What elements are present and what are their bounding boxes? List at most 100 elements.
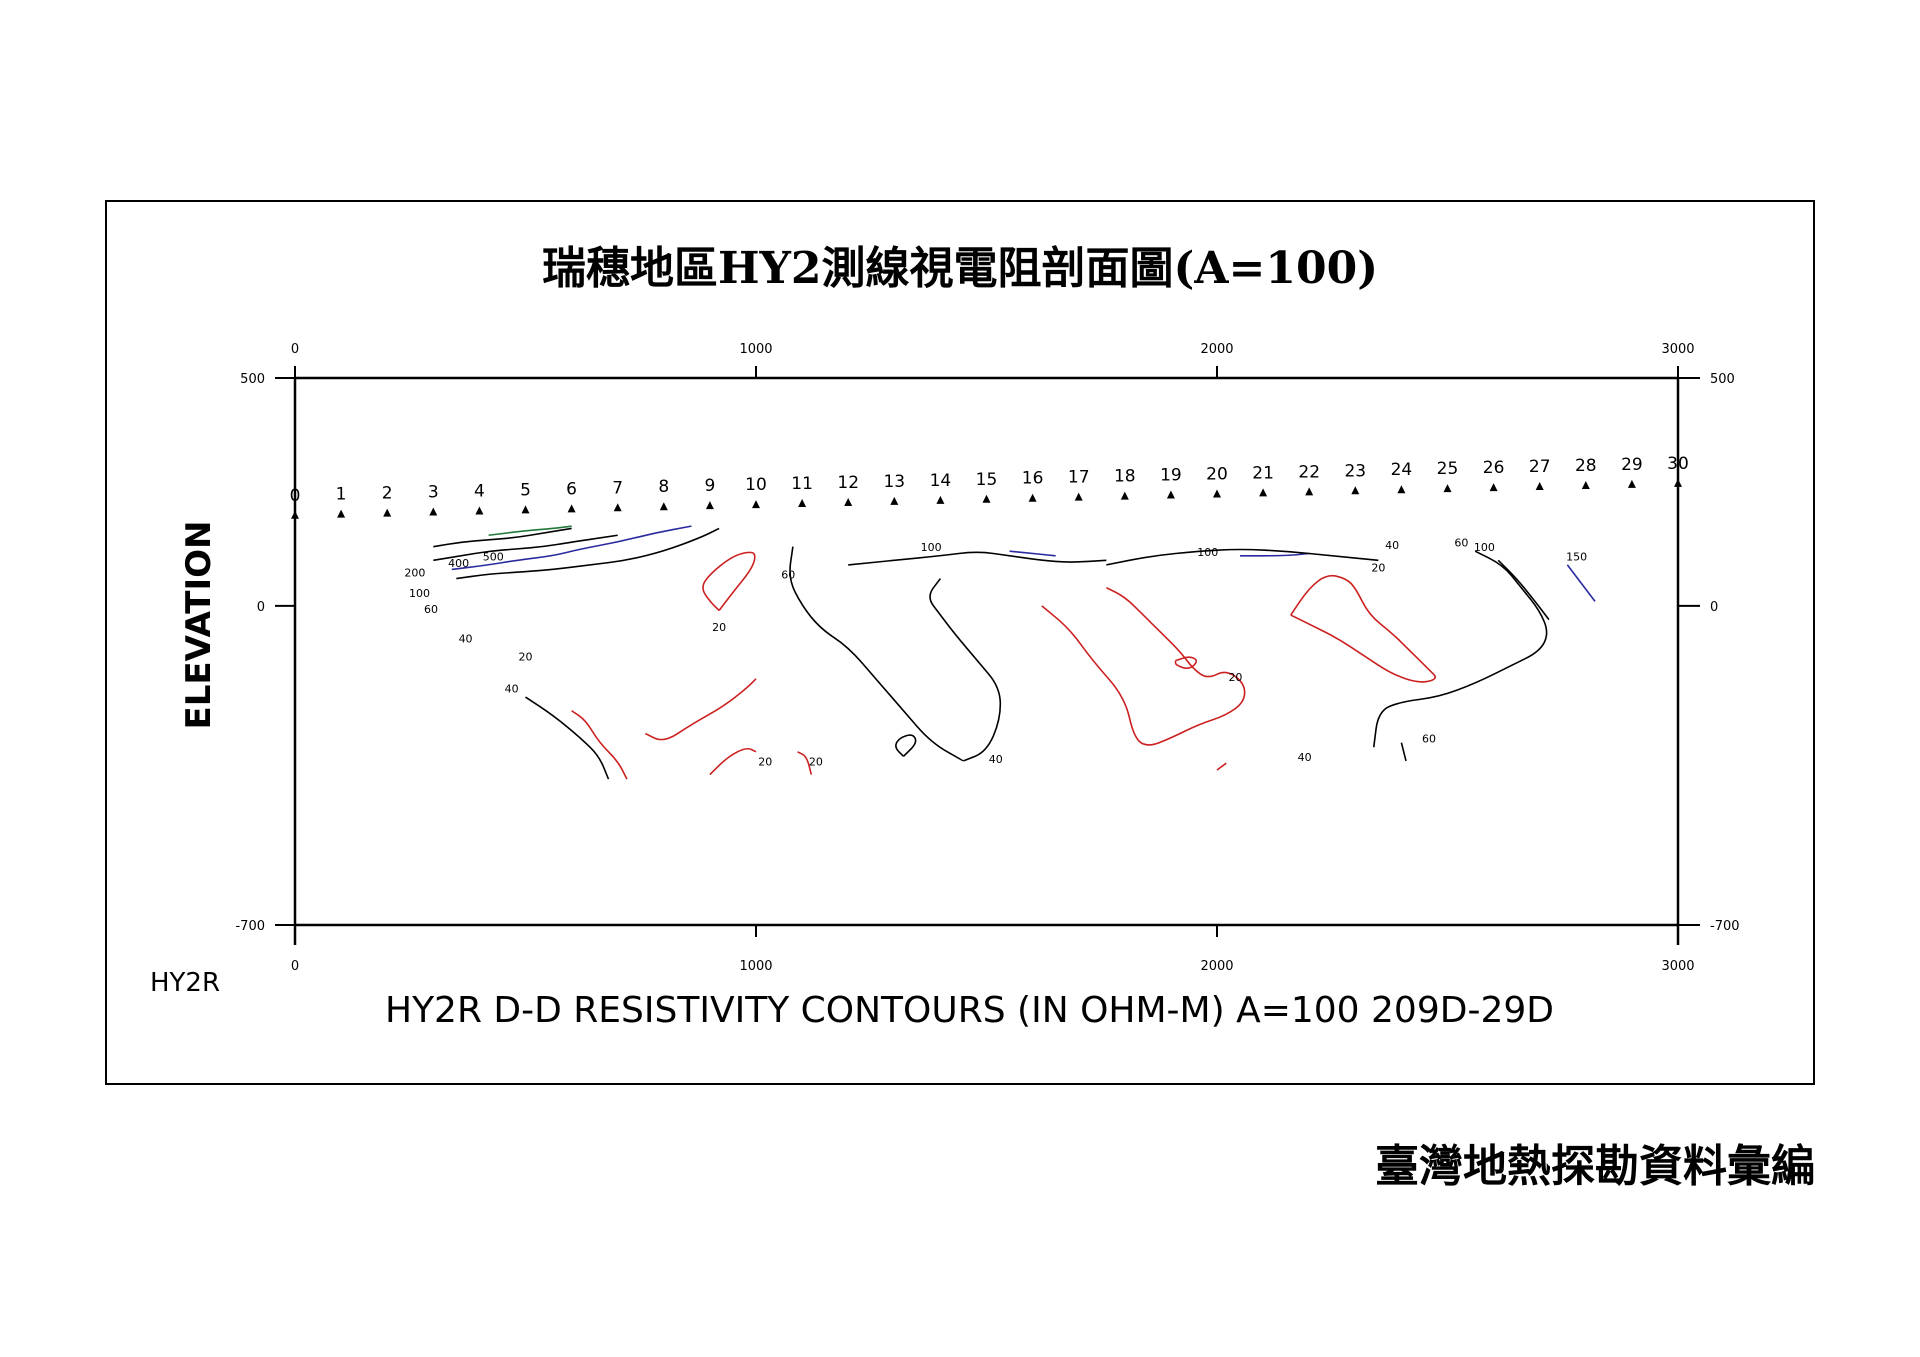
- electrode-label: 7: [612, 478, 623, 498]
- electrode-label: 4: [474, 481, 485, 501]
- electrode-label: 21: [1252, 463, 1274, 483]
- contour-label: 100: [921, 541, 942, 554]
- x-tick-label-top: 3000: [1661, 342, 1694, 357]
- contour-label: 40: [1385, 539, 1399, 552]
- contour-label: 20: [1371, 562, 1385, 575]
- electrode-label: 3: [428, 483, 439, 503]
- electrode-marker: [613, 503, 622, 512]
- electrode-label: 20: [1206, 464, 1228, 484]
- contour-label: 20: [712, 621, 726, 634]
- y-tick-label-right: 500: [1710, 372, 1735, 387]
- contour-label: 150: [1566, 550, 1587, 563]
- contour-label: 20: [519, 651, 533, 664]
- contour-40: [929, 578, 1002, 762]
- contour-40: [895, 734, 917, 757]
- contour-100: [1009, 550, 1057, 557]
- contour-label: 20: [809, 755, 823, 768]
- contour-label: 500: [483, 550, 504, 563]
- electrode-marker: [890, 496, 899, 505]
- electrode-marker: [1443, 484, 1452, 493]
- x-tick-label-top: 1000: [739, 342, 772, 357]
- contour-500: [488, 525, 572, 537]
- chart-title: 瑞穗地區HY2測線視電阻剖面圖(A=100): [541, 243, 1379, 294]
- electrode-label: 1: [336, 485, 347, 505]
- electrode-label: 30: [1667, 454, 1689, 474]
- y-tick-label-left: -700: [235, 919, 265, 934]
- y-tick-label-right: 0: [1710, 600, 1718, 615]
- electrode-label: 23: [1344, 461, 1366, 481]
- electrode-label: 17: [1068, 468, 1090, 488]
- contour-60: [789, 546, 964, 762]
- x-tick-label-bottom: 2000: [1200, 959, 1233, 974]
- contour-lines: [433, 525, 1596, 780]
- electrode-marker: [1489, 483, 1498, 492]
- electrode-marker: [844, 497, 853, 506]
- contour-label: 100: [1197, 546, 1218, 559]
- contour-20: [709, 747, 757, 776]
- electrode-marker: [521, 505, 530, 514]
- contour-100: [451, 525, 692, 571]
- contour-label: 60: [1454, 537, 1468, 550]
- electrode-label: 6: [566, 479, 577, 499]
- electrode-label: 26: [1483, 458, 1505, 478]
- electrode-label: 11: [791, 474, 813, 494]
- electrode-marker: [1627, 479, 1636, 488]
- electrode-marker: [752, 500, 760, 509]
- electrode-marker: [1213, 489, 1221, 498]
- x-tick-label-top: 2000: [1200, 342, 1233, 357]
- electrode-marker: [798, 499, 807, 508]
- contour-label: 20: [1228, 671, 1242, 684]
- electrode-marker: [1120, 491, 1129, 500]
- contour-60: [456, 527, 720, 580]
- contour-label: 400: [448, 557, 469, 570]
- contour-label: 60: [781, 569, 795, 582]
- electrode-marker: [1674, 478, 1682, 487]
- electrode-label: 27: [1529, 457, 1551, 477]
- electrode-marker: [567, 504, 576, 513]
- electrode-label: 5: [520, 480, 531, 500]
- electrode-label: 29: [1621, 455, 1643, 475]
- chart-caption: HY2R D-D RESISTIVITY CONTOURS (IN OHM-M)…: [385, 990, 1554, 1031]
- electrode-marker: [1166, 490, 1175, 499]
- contour-20: [797, 751, 813, 775]
- x-tick-label-bottom: 1000: [739, 959, 772, 974]
- contour-label: 200: [404, 566, 425, 579]
- contour-40: [1106, 548, 1379, 566]
- y-tick-label-left: 0: [257, 600, 265, 615]
- electrode-markers: 0 1 2 3 4 5 6 7 8 9 10 11 12 13 14 15 16 17 18 19 20 21 22 23 24…: [290, 454, 1689, 519]
- publisher-label: 臺灣地熱探勘資料彙編: [1375, 1141, 1815, 1192]
- electrode-marker: [1581, 480, 1590, 489]
- contour-label: 100: [409, 587, 430, 600]
- contour-20: [1174, 656, 1198, 670]
- contour-60: [1372, 550, 1548, 749]
- contour-150: [1566, 564, 1596, 603]
- electrode-label: 10: [745, 475, 767, 495]
- electrode-label: 16: [1022, 469, 1044, 489]
- electrode-label: 28: [1575, 456, 1597, 476]
- electrode-marker: [1397, 485, 1406, 494]
- electrode-marker: [1305, 487, 1314, 496]
- contour-label: 40: [989, 753, 1003, 766]
- electrode-label: 13: [883, 472, 905, 492]
- electrode-label: 9: [704, 476, 715, 496]
- contour-20: [571, 710, 628, 780]
- contour-label: 60: [424, 603, 438, 616]
- contour-label: 40: [459, 632, 473, 645]
- electrode-marker: [383, 508, 392, 517]
- y-axis-label: ELEVATION: [179, 521, 219, 730]
- electrode-marker: [936, 495, 945, 504]
- contour-label: 40: [505, 683, 519, 696]
- electrode-label: 19: [1160, 466, 1182, 486]
- contour-100: [1497, 559, 1550, 621]
- electrode-label: 0: [290, 486, 301, 506]
- contour-200: [433, 534, 618, 562]
- electrode-marker: [291, 510, 299, 519]
- electrode-label: 12: [837, 473, 859, 493]
- electrode-marker: [429, 507, 438, 516]
- contour-400: [433, 527, 572, 548]
- x-tick-label-top: 0: [291, 342, 299, 357]
- contour-20: [1290, 574, 1436, 683]
